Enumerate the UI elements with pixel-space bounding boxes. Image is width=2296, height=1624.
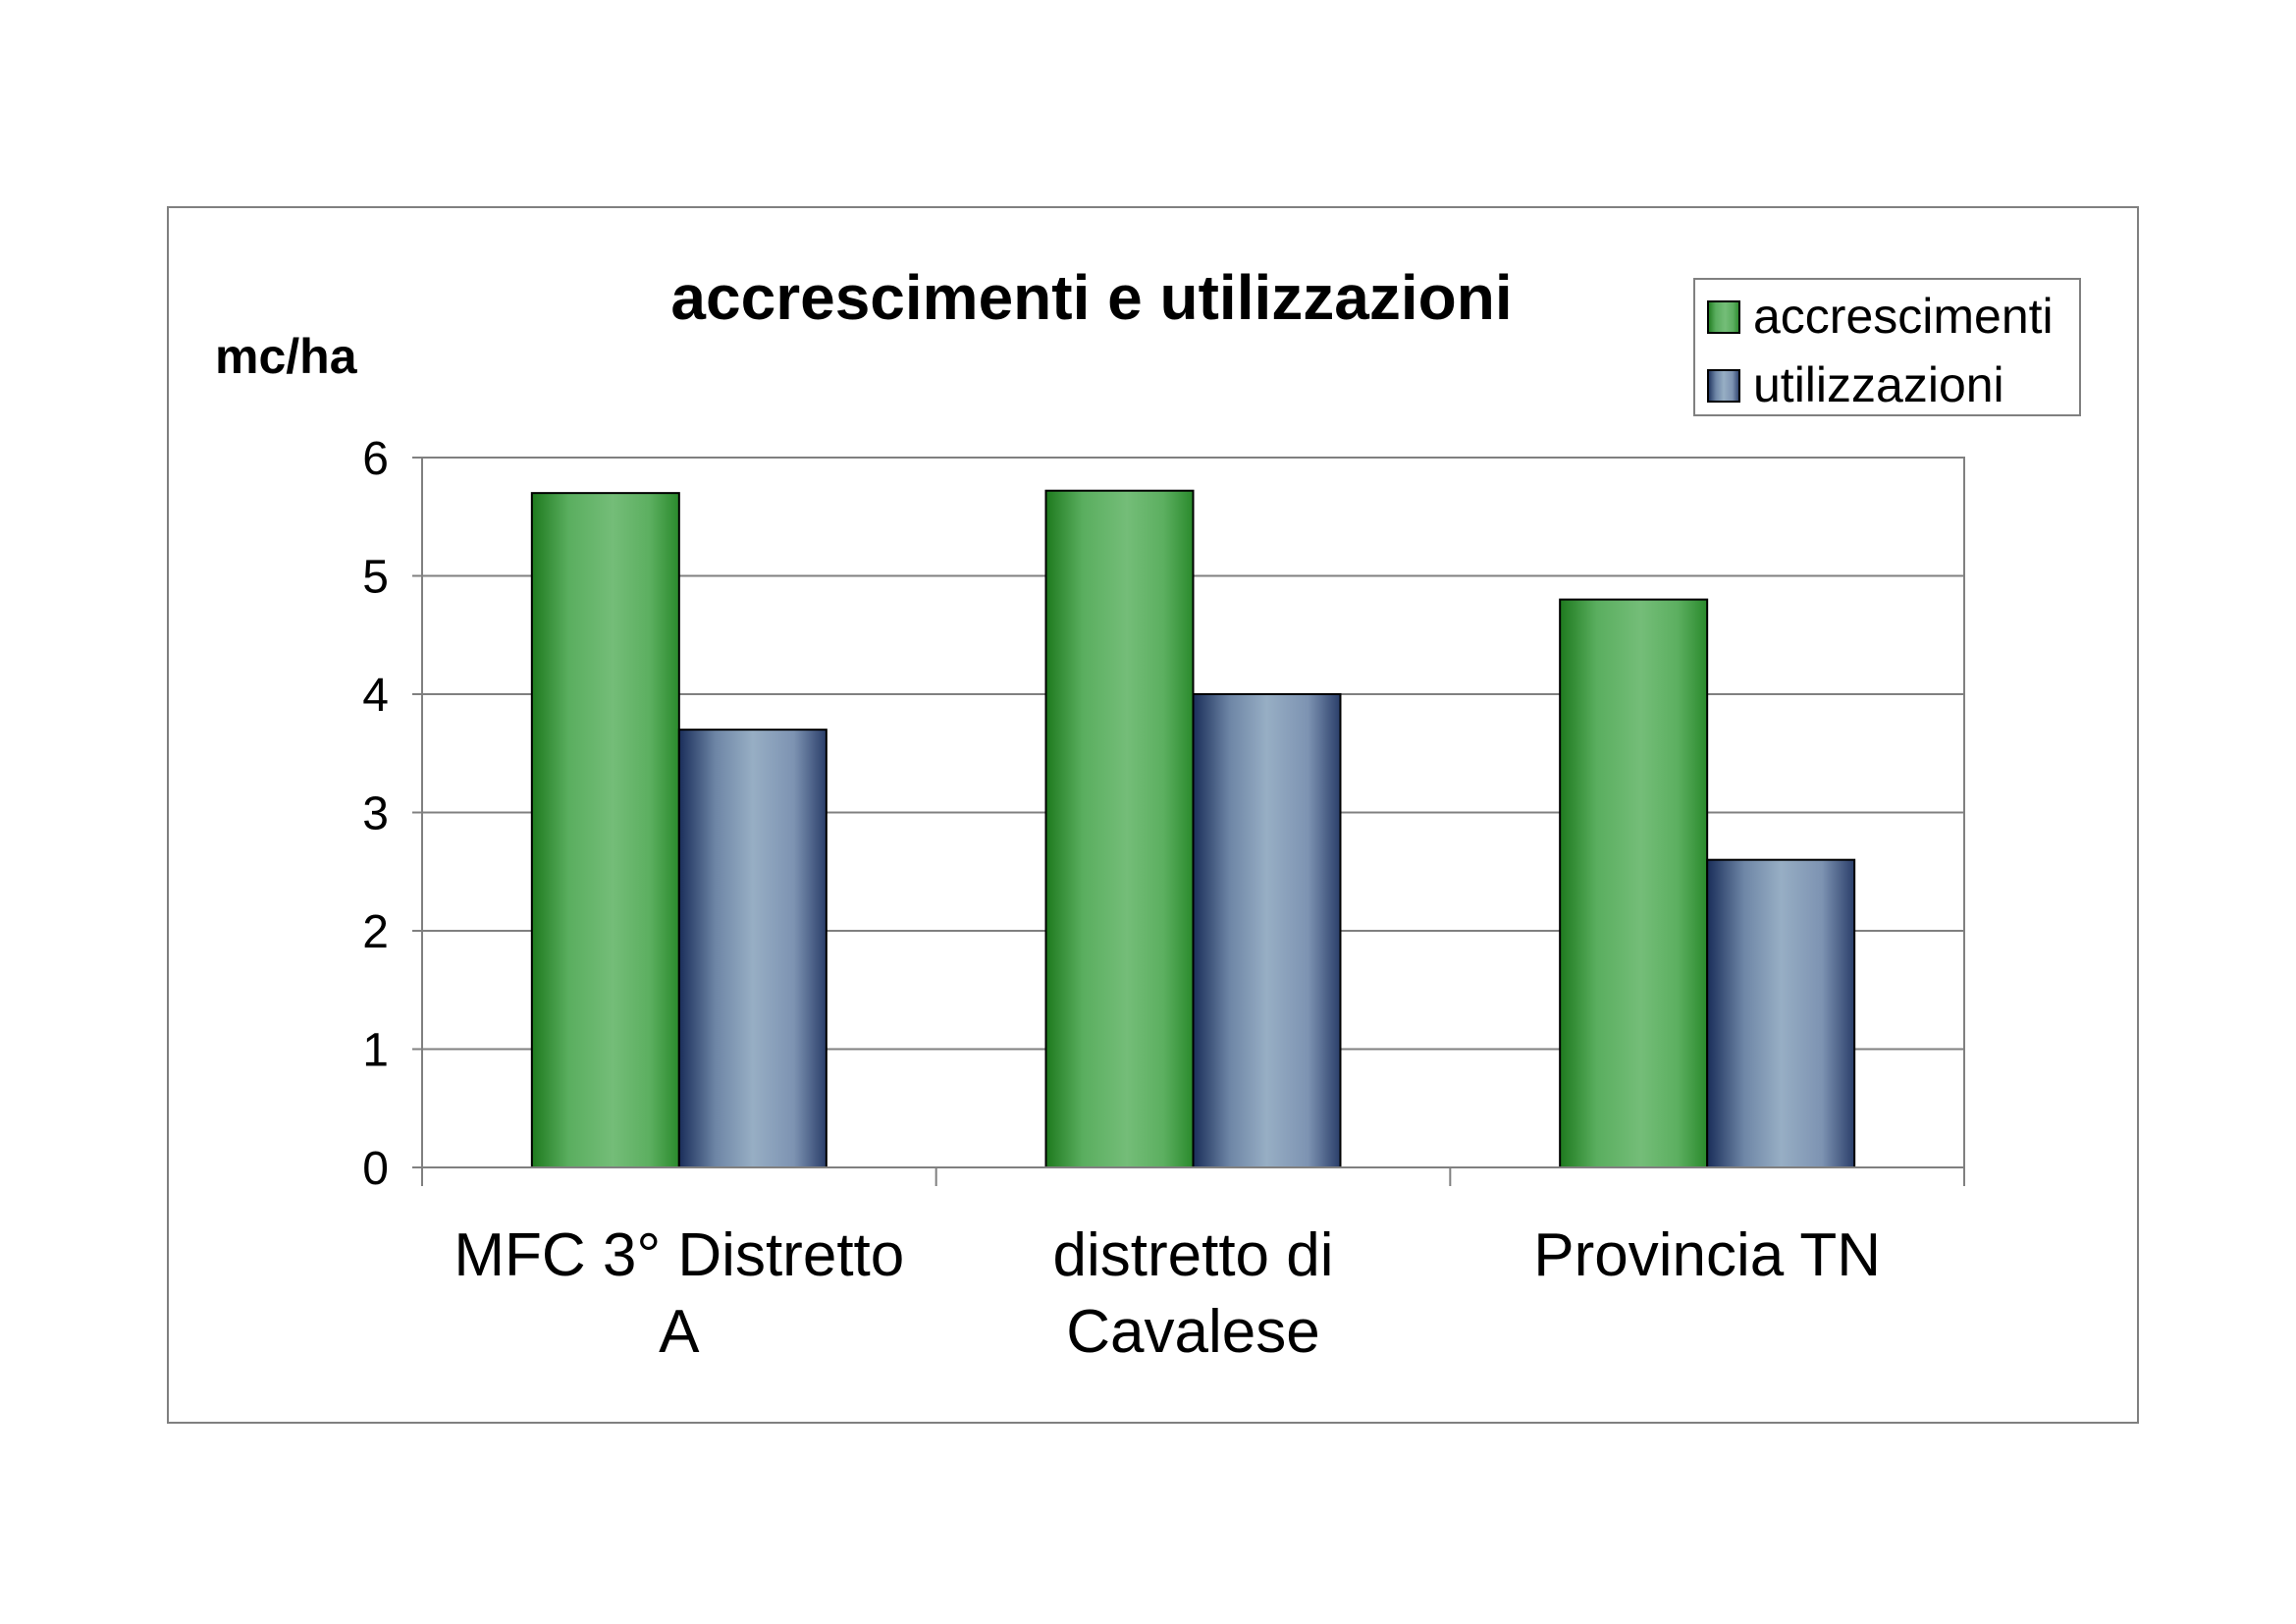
chart-area: accrescimenti e utilizzazioni mc/ha 0 1 2 3…	[167, 206, 2139, 1424]
legend: accrescimenti utilizzazioni	[1693, 278, 2081, 416]
y-tick-label-5: 5	[362, 552, 389, 604]
chart-title: accrescimenti e utilizzazioni	[670, 262, 1512, 333]
category-label-line: Provincia TN	[1533, 1221, 1881, 1289]
y-tick-label-6: 6	[362, 433, 389, 485]
bar-accrescimenti-1	[530, 492, 680, 1168]
legend-box	[1693, 278, 2081, 416]
bar-accrescimenti-2	[1044, 489, 1195, 1168]
bar-utilizzazioni-3	[1706, 858, 1856, 1168]
bar-utilizzazioni-2	[1192, 693, 1342, 1168]
category-label-line: A	[659, 1298, 700, 1366]
y-tick-label-2: 2	[362, 906, 389, 958]
legend-label-utilizzazioni: utilizzazioni	[1753, 357, 2004, 412]
y-tick-label-4: 4	[362, 670, 389, 722]
legend-swatch-utilizzazioni	[1707, 369, 1740, 403]
category-label-line: Cavalese	[1066, 1298, 1319, 1366]
bar-utilizzazioni-1	[677, 729, 828, 1169]
bars	[530, 489, 1856, 1169]
y-tick-label-0: 0	[362, 1143, 389, 1195]
category-label-line: distretto di	[1052, 1221, 1333, 1289]
y-axis-ticks: 0 1 2 3 4 5 6	[362, 433, 422, 1195]
bar-accrescimenti-3	[1559, 598, 1709, 1169]
bar-chart: accrescimenti e utilizzazioni mc/ha 0 1 2 3…	[215, 262, 2081, 1366]
y-axis-unit-label: mc/ha	[215, 329, 358, 384]
legend-swatch-accrescimenti	[1707, 300, 1740, 334]
legend-label-accrescimenti: accrescimenti	[1753, 289, 2054, 344]
y-tick-label-3: 3	[362, 788, 389, 840]
category-label-3: Provincia TN	[1533, 1221, 1881, 1289]
y-tick-label-1: 1	[362, 1025, 389, 1077]
category-label-line: MFC 3° Distretto	[454, 1221, 904, 1289]
category-label-1: MFC 3° Distretto A	[454, 1221, 904, 1366]
x-axis	[421, 1166, 1965, 1186]
category-label-2: distretto di Cavalese	[1052, 1221, 1333, 1366]
